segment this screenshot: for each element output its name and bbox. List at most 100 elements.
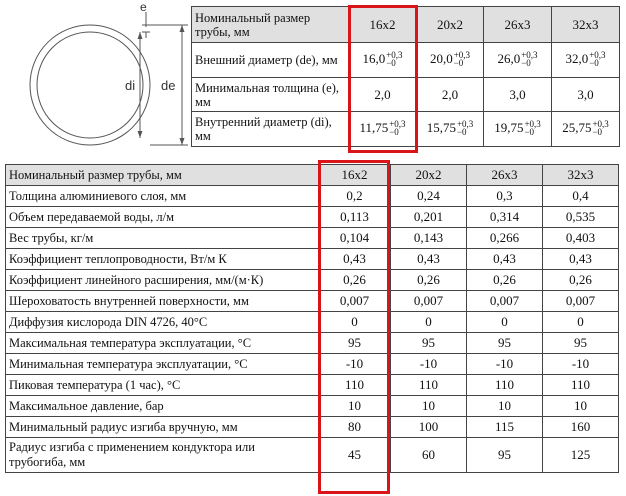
header-label: Номинальный размер трубы, мм — [5, 164, 319, 186]
tolerance-lower: −0 — [456, 126, 467, 137]
tolerance: +0,3 −0 — [389, 118, 406, 137]
value-cell: 100 — [390, 416, 467, 438]
value-main: 11,75 — [359, 120, 389, 136]
row-label: Минимальная температура эксплуатации, °С — [5, 353, 319, 375]
value-main: 19,75 — [494, 120, 524, 136]
tolerance-upper: +0,3 — [456, 118, 474, 129]
row-label: Минимальный радиус изгиба вручную, мм — [5, 416, 319, 438]
size-header: 32x3 — [551, 6, 620, 43]
value-cell: 160 — [542, 416, 619, 438]
row-label: Коэффициент теплопроводности, Вт/м К — [5, 248, 319, 270]
value-main: 15,75 — [426, 120, 456, 136]
value-cell: 0,3 — [466, 185, 543, 207]
tolerance: +0,3 −0 — [456, 118, 474, 137]
value-cell: 110 — [542, 374, 619, 396]
value-cell: 10 — [542, 395, 619, 417]
value-cell: 0 — [466, 311, 543, 333]
tolerance-upper: +0,3 — [453, 49, 471, 60]
value-cell: 125 — [542, 437, 619, 473]
value-main: 26,0 — [497, 51, 521, 67]
value-main: 2,0 — [441, 86, 459, 102]
value-cell: 0,143 — [390, 227, 467, 249]
tolerance: +0,3 −0 — [386, 50, 402, 67]
value-cell: 25,75 +0,3 −0 — [551, 111, 620, 147]
table-header-row: Номинальный размер трубы, мм 16x2 20x2 2… — [5, 164, 619, 186]
value-cell: 0,24 — [390, 185, 467, 207]
table-row: Минимальный радиус изгиба вручную, мм 80 1… — [5, 416, 619, 438]
pipe-cross-section-diagram: e di de — [29, 0, 188, 146]
value-cell: 16,0 +0,3 −0 — [348, 42, 417, 78]
value-cell: 3,0 — [551, 77, 620, 112]
table-row: Минимальная толщина (e), мм 2,0 2,0 3,0 3,0 — [191, 77, 620, 112]
value-cell: 0,43 — [466, 248, 543, 270]
value-cell: 95 — [466, 332, 543, 354]
value-main: 2,0 — [374, 86, 391, 102]
table-row: Радиус изгиба с применением кондуктора и… — [5, 437, 619, 473]
row-label: Объем передаваемой воды, л/м — [5, 206, 319, 228]
value-cell: 110 — [466, 374, 543, 396]
value-main: 32,0 — [565, 51, 589, 67]
value-cell: 95 — [390, 332, 467, 354]
value-cell: 0 — [542, 311, 619, 333]
row-label: Коэффициент линейного расширения, мм/(м·… — [5, 269, 319, 291]
tolerance: +0,3 −0 — [592, 118, 609, 137]
value-cell: 0,535 — [542, 206, 619, 228]
tolerance-upper: +0,3 — [389, 118, 406, 129]
tolerance-lower: −0 — [521, 57, 531, 68]
value-cell: 0 — [390, 311, 467, 333]
size-header: 20x2 — [390, 164, 467, 186]
value-cell: 2,0 — [416, 77, 484, 112]
value-cell: 20,0 +0,3 −0 — [416, 42, 484, 78]
tolerance-lower: −0 — [389, 126, 399, 137]
value-cell: 0 — [318, 311, 391, 333]
dim-di-label: di — [125, 78, 135, 93]
size-header: 26x3 — [483, 6, 552, 43]
tolerance: +0,3 −0 — [524, 118, 541, 136]
value-cell: 0,43 — [542, 248, 619, 270]
table-row: Толщина алюминиевого слоя, мм 0,2 0,24 0,3 0… — [5, 185, 619, 207]
value-cell: 26,0 +0,3 −0 — [483, 42, 552, 78]
pipe-inner-circle — [36, 31, 144, 139]
value-cell: 10 — [318, 395, 391, 417]
tolerance-upper: +0,3 — [592, 118, 609, 129]
value-main: 20,0 — [429, 51, 453, 67]
value-cell: 60 — [390, 437, 467, 473]
table-row: Максимальное давление, бар 10 10 10 10 — [5, 395, 619, 417]
value-main: 3,0 — [509, 86, 526, 102]
value-cell: -10 — [466, 353, 543, 375]
row-label: Диффузия кислорода DIN 4726, 40°С — [5, 311, 319, 333]
value-cell: 0,2 — [318, 185, 391, 207]
tolerance-lower: −0 — [589, 57, 599, 68]
tolerance-upper: +0,3 — [521, 49, 538, 60]
value-cell: 0,4 — [542, 185, 619, 207]
row-label: Внутренний диаметр (di), мм — [191, 111, 349, 147]
value-cell: 0,007 — [390, 290, 467, 312]
value-cell: 95 — [542, 332, 619, 354]
row-label: Внешний диаметр (de), мм — [191, 42, 349, 78]
table-row: Внутренний диаметр (di), мм 11,75 +0,3 −0 15… — [191, 111, 620, 147]
table-row: Коэффициент линейного расширения, мм/(м·… — [5, 269, 619, 291]
value-cell: -10 — [542, 353, 619, 375]
dim-de-label: de — [161, 78, 175, 93]
row-label: Минимальная толщина (e), мм — [191, 77, 349, 112]
row-label: Пиковая температура (1 час), °С — [5, 374, 319, 396]
value-cell: 95 — [318, 332, 391, 354]
value-cell: 0,266 — [466, 227, 543, 249]
row-label: Радиус изгиба с применением кондуктора и… — [5, 437, 319, 473]
size-header: 26x3 — [466, 164, 543, 186]
value-cell: 80 — [318, 416, 391, 438]
value-main: 16,0 — [362, 51, 386, 67]
row-label: Вес трубы, кг/м — [5, 227, 319, 249]
table-row: Внешний диаметр (de), мм 16,0 +0,3 −0 20,0 +0… — [191, 42, 620, 78]
value-cell: 110 — [318, 374, 391, 396]
table-header-row: Номинальный размер трубы, мм 16x2 20x2 2… — [191, 6, 620, 43]
tolerance-upper: +0,3 — [524, 118, 541, 129]
table-row: Объем передаваемой воды, л/м 0,113 0,201 0,… — [5, 206, 619, 228]
value-cell: 11,75 +0,3 −0 — [348, 111, 417, 147]
value-cell: -10 — [318, 353, 391, 375]
tolerance-lower: −0 — [592, 126, 603, 137]
table-row: Коэффициент теплопроводности, Вт/м К 0,43… — [5, 248, 619, 270]
value-cell: 0,26 — [390, 269, 467, 291]
table-row: Шероховатость внутренней поверхности, мм… — [5, 290, 619, 312]
row-label: Шероховатость внутренней поверхности, мм — [5, 290, 319, 312]
